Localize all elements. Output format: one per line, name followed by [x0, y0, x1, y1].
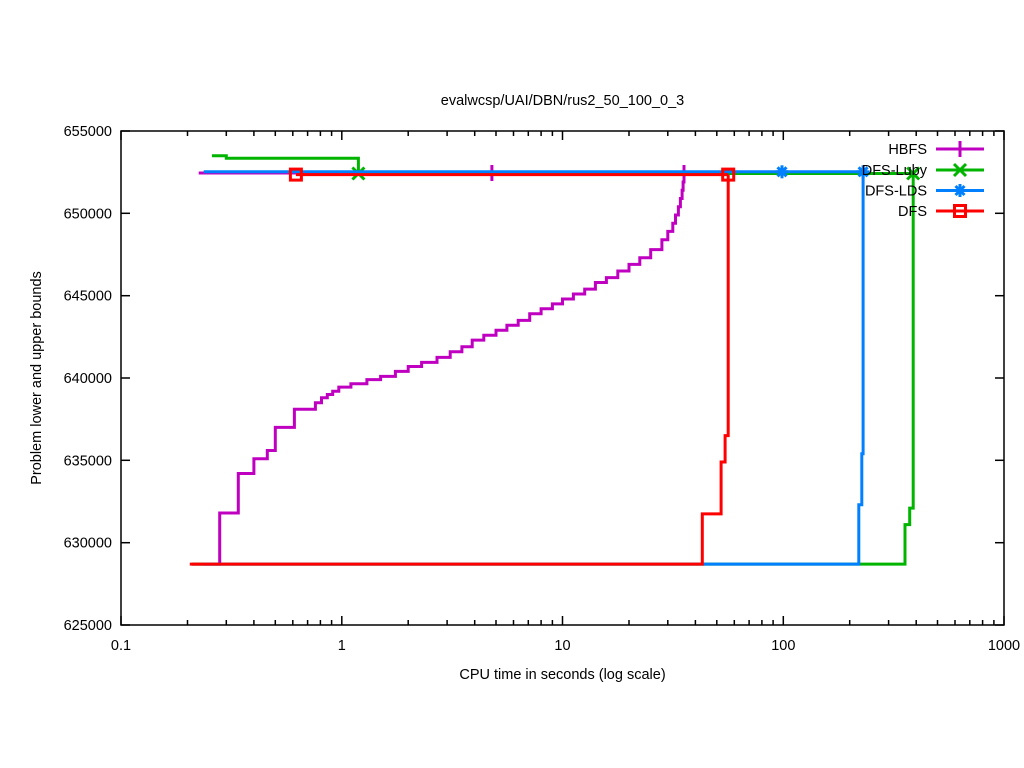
legend-marker-asterisk-icon	[953, 184, 967, 197]
legend-label: DFS-Luby	[862, 163, 928, 179]
y-tick-label: 630000	[64, 536, 112, 552]
x-tick-label: 1	[338, 638, 346, 654]
legend-entry-DFS-Luby: DFS-Luby	[862, 162, 984, 179]
legend-label: DFS-LDS	[865, 184, 927, 200]
x-tick-label: 0.1	[111, 638, 131, 654]
series-DFS-LDS-marker	[775, 165, 789, 179]
series-DFS-line	[189, 174, 730, 566]
plot-border	[120, 130, 1005, 626]
x-tick-label: 100	[771, 638, 795, 654]
series-DFS	[189, 167, 736, 566]
legend: HBFS DFS-Luby DFS-LDS DFS	[862, 141, 984, 220]
series-DFS-LDS-marker	[856, 165, 870, 179]
legend-marker-cross-icon	[952, 162, 968, 178]
y-tick-label: 650000	[64, 206, 112, 222]
series-DFS-Luby-line	[192, 173, 915, 566]
chart-title: evalwcsp/UAI/DBN/rus2_50_100_0_3	[440, 93, 685, 109]
y-tick-label: 635000	[64, 453, 112, 469]
series-HBFS-line	[192, 173, 686, 566]
legend-entry-DFS-LDS: DFS-LDS	[865, 184, 984, 200]
series-DFS-LDS-line	[203, 171, 865, 566]
series-DFS-marker	[721, 167, 736, 182]
series-DFS-Luby-marker	[906, 166, 921, 181]
legend-entry-DFS: DFS	[898, 204, 984, 220]
x-axis: 0.1 1 10 100 1000	[111, 131, 1020, 654]
legend-label: DFS	[898, 204, 927, 220]
y-tick-label: 655000	[64, 124, 112, 140]
x-tick-label: 1000	[988, 638, 1020, 654]
series-DFS-marker	[288, 167, 303, 182]
y-tick-label: 625000	[64, 618, 112, 634]
legend-label: HBFS	[888, 142, 927, 158]
y-tick-label: 645000	[64, 289, 112, 305]
y-tick-label: 640000	[64, 371, 112, 387]
legend-entry-HBFS: HBFS	[888, 141, 984, 158]
y-axis: 625000 630000 635000 640000 645000 650000 6550…	[64, 124, 1004, 634]
series-HBFS	[192, 165, 692, 566]
x-axis-label: CPU time in seconds (log scale)	[459, 667, 666, 683]
legend-marker-square-icon	[953, 204, 967, 218]
legend-marker-plus-icon	[952, 141, 968, 157]
x-tick-label: 10	[554, 638, 570, 654]
series-DFS-Luby	[192, 154, 921, 566]
series-DFS-LDS	[203, 165, 870, 566]
